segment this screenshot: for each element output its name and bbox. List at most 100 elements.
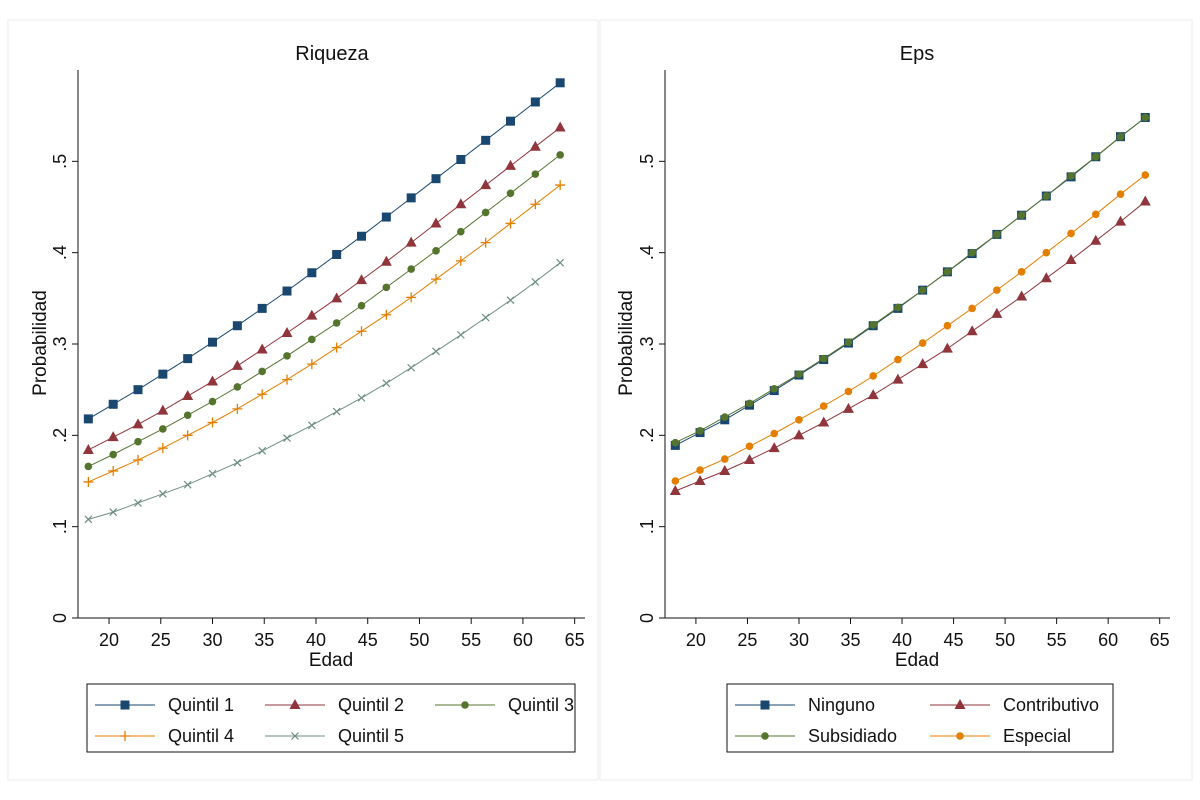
data-point: [819, 354, 828, 363]
x-tick-label: 40: [306, 630, 326, 650]
data-point: [669, 485, 681, 496]
legend: Quintil 1 Quintil 2 Quintil 3 Quintil 4 Quin…: [86, 683, 576, 753]
data-point: [357, 231, 367, 241]
panel-background: [7, 19, 599, 781]
data-point: [109, 508, 118, 516]
data-point: [917, 358, 929, 369]
data-point: [307, 268, 317, 278]
data-point: [530, 97, 540, 107]
data-point: [1141, 113, 1150, 122]
legend-marker: [120, 731, 130, 741]
data-point: [83, 414, 93, 424]
data-point: [133, 385, 143, 395]
legend-marker: [291, 732, 299, 740]
data-point: [308, 335, 316, 344]
chart-title: Riqueza: [295, 43, 369, 65]
x-tick-label: 55: [461, 630, 481, 650]
series-subsidiado: [671, 113, 1150, 447]
series-quintil-2: [82, 121, 566, 454]
data-point: [694, 475, 706, 485]
data-point: [208, 337, 218, 347]
data-point: [966, 325, 978, 336]
data-point: [231, 359, 243, 370]
data-point: [1042, 192, 1051, 200]
data-point: [207, 375, 219, 386]
data-point: [530, 199, 541, 210]
data-point: [208, 469, 217, 478]
data-point: [968, 304, 976, 313]
data-point: [1091, 152, 1100, 161]
data-point: [506, 189, 515, 198]
legend-item: Contributivo: [930, 695, 1099, 715]
data-point: [134, 437, 142, 446]
data-point: [1091, 210, 1100, 219]
data-point: [1016, 290, 1028, 301]
data-point: [182, 390, 194, 401]
data-point: [107, 431, 119, 442]
data-point: [943, 321, 952, 330]
data-point: [382, 283, 391, 292]
legend-label: Subsidiado: [808, 726, 897, 746]
data-point: [745, 442, 754, 451]
data-point: [1090, 234, 1102, 245]
data-point: [696, 466, 704, 474]
data-point: [1065, 253, 1077, 264]
legend-label: Contributivo: [1003, 695, 1099, 715]
data-point: [894, 303, 902, 312]
data-point: [1141, 171, 1150, 179]
data-point: [1040, 272, 1052, 283]
data-point: [158, 489, 167, 498]
data-point: [505, 159, 517, 170]
legend-item: Quintil 1: [95, 695, 234, 715]
data-point: [232, 403, 243, 414]
series-line: [675, 117, 1146, 444]
data-point: [82, 443, 94, 454]
data-point: [892, 373, 904, 384]
x-tick-label: 55: [1047, 630, 1067, 650]
data-point: [257, 303, 267, 313]
data-point: [233, 383, 242, 391]
data-point: [481, 208, 490, 217]
data-point: [1115, 215, 1127, 226]
legend-label: Quintil 5: [338, 726, 404, 746]
data-point: [183, 480, 192, 489]
data-point: [819, 402, 828, 410]
data-point: [1116, 132, 1125, 141]
data-point: [696, 426, 704, 435]
data-point: [720, 413, 729, 421]
legend-item: Subsidiado: [735, 726, 897, 746]
data-point: [356, 274, 368, 285]
series-line: [88, 154, 561, 467]
data-point: [431, 174, 441, 184]
data-point: [357, 393, 366, 402]
x-tick-label: 60: [513, 630, 533, 650]
data-point: [283, 352, 291, 360]
data-point: [480, 237, 491, 248]
data-point: [406, 193, 416, 203]
data-point: [918, 286, 927, 294]
data-point: [84, 515, 93, 524]
data-point: [455, 255, 466, 266]
data-point: [531, 170, 540, 178]
data-point: [481, 135, 491, 145]
series-contributivo: [669, 195, 1151, 496]
data-point: [918, 339, 927, 347]
legend-item: Quintil 3: [435, 695, 574, 715]
x-tick-label: 20: [99, 630, 119, 650]
data-point: [332, 249, 342, 259]
data-point: [480, 179, 492, 190]
legend-box: [726, 683, 1114, 753]
x-tick-label: 45: [944, 630, 964, 650]
y-tick-label: .4: [637, 245, 657, 260]
data-point: [306, 359, 317, 370]
data-point: [332, 407, 341, 416]
data-point: [770, 384, 779, 393]
data-point: [941, 342, 953, 353]
data-point: [795, 416, 803, 424]
data-point: [991, 307, 1003, 318]
series-quintil-1: [83, 78, 565, 424]
data-point: [844, 387, 853, 396]
data-point: [481, 313, 490, 322]
data-point: [671, 438, 680, 447]
x-axis-label: Edad: [309, 650, 353, 671]
